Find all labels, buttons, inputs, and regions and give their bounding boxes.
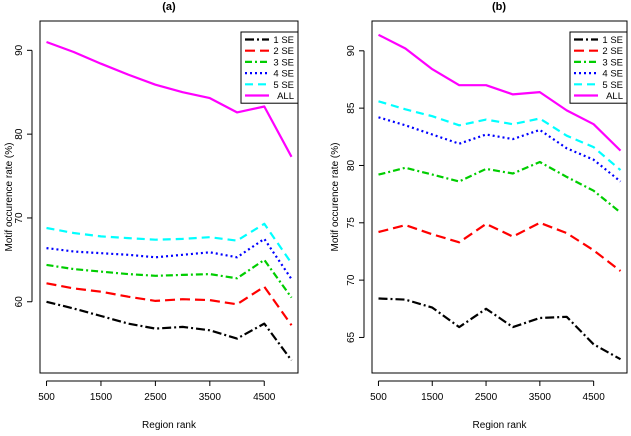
legend-label: 4 SE	[602, 69, 623, 80]
x-tick-label: 1500	[90, 392, 113, 403]
x-tick-label: 2500	[144, 392, 167, 403]
chart-panel-1: (a) 500 1500 2500 3500 4500 60 70 80 90 Region ran…	[4, 1, 299, 431]
x-axis-title: Region rank	[142, 420, 197, 431]
y-tick-label: 85	[346, 102, 357, 114]
x-tick-label: 500	[370, 392, 387, 403]
series-line-5-se	[46, 222, 293, 264]
series-line-2-se	[46, 282, 293, 326]
series-line-all	[46, 40, 293, 158]
legend-label: ALL	[277, 91, 294, 102]
x-tick-label: 4500	[253, 392, 276, 403]
x-axis-title: Region rank	[473, 420, 528, 431]
y-axis-title: Motif occurence rate (%)	[4, 143, 15, 252]
legend-label: ALL	[606, 91, 623, 102]
y-tick-label: 60	[14, 296, 25, 308]
legend-label: 1 SE	[602, 35, 623, 46]
y-tick-label: 80	[14, 128, 25, 140]
y-tick-label: 75	[346, 217, 357, 229]
legend-label: 5 SE	[273, 80, 294, 91]
x-tick-label: 4500	[583, 392, 606, 403]
x-tick-label: 1500	[421, 392, 444, 403]
series-line-3-se	[46, 258, 293, 299]
x-tick-label: 3500	[199, 392, 222, 403]
y-tick-label: 80	[346, 159, 357, 171]
plot-frame	[371, 20, 628, 374]
legend-label: 5 SE	[602, 80, 623, 91]
series-line-4-se	[378, 116, 622, 183]
y-tick-label: 90	[346, 45, 357, 57]
legend-label: 2 SE	[273, 46, 294, 57]
x-tick-label: 2500	[475, 392, 498, 403]
series-line-1-se	[378, 297, 622, 361]
y-axis-title: Motif occurence rate (%)	[330, 143, 341, 252]
y-tick-label: 65	[346, 331, 357, 343]
plot-frame	[39, 20, 299, 374]
legend-label: 1 SE	[273, 35, 294, 46]
panel-label: (b)	[492, 1, 506, 13]
legend-label: 3 SE	[273, 57, 294, 68]
series-line-2-se	[378, 221, 622, 272]
series-line-5-se	[378, 100, 622, 171]
x-tick-label: 3500	[529, 392, 552, 403]
series-line-1-se	[46, 300, 293, 362]
panel-label: (a)	[162, 1, 176, 13]
y-tick-label: 70	[14, 212, 25, 224]
series-line-4-se	[46, 237, 293, 280]
legend-box	[569, 31, 628, 104]
legend-label: 4 SE	[273, 69, 294, 80]
series-line-3-se	[378, 160, 622, 214]
x-tick-label: 500	[38, 392, 55, 403]
chart-panel-2: (b) 500 1500 2500 3500 4500 65 70 75 80 85 90 Region…	[330, 1, 628, 431]
y-tick-label: 70	[346, 274, 357, 286]
legend-box	[240, 31, 299, 104]
legend-label: 3 SE	[602, 57, 623, 68]
y-tick-label: 90	[14, 44, 25, 56]
series-line-all	[378, 33, 622, 152]
legend-label: 2 SE	[602, 46, 623, 57]
